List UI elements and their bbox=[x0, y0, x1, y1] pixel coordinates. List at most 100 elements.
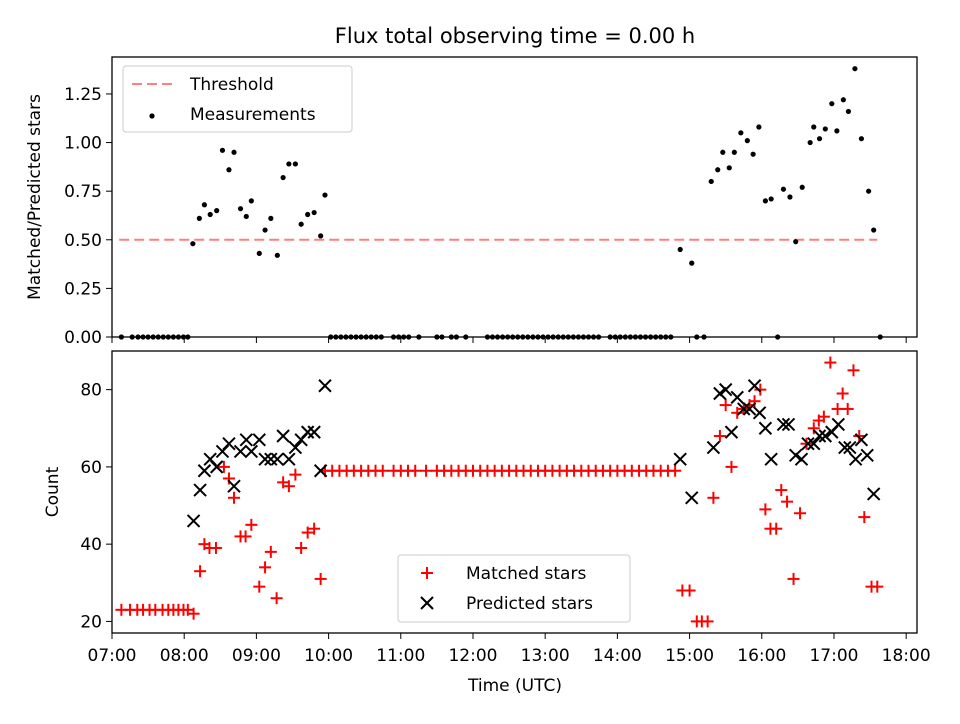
matched-star-marker bbox=[295, 542, 308, 555]
matched-star-marker bbox=[770, 522, 783, 535]
matched-star-marker bbox=[800, 437, 813, 450]
predicted-star-marker bbox=[270, 452, 285, 466]
predicted-star-marker bbox=[264, 452, 278, 466]
matched-star-marker bbox=[209, 542, 222, 555]
count-plot-frame bbox=[111, 350, 918, 634]
predicted-legend-swatch bbox=[420, 596, 434, 610]
matched-legend-label: Matched stars bbox=[466, 564, 586, 584]
measurement-point bbox=[871, 227, 877, 233]
ratio-x-axis bbox=[111, 337, 907, 343]
predicted-stars-points bbox=[186, 379, 881, 528]
measurement-point bbox=[207, 211, 213, 218]
predicted-star-marker bbox=[789, 448, 803, 463]
matched-star-marker bbox=[301, 526, 314, 539]
matched-star-marker bbox=[308, 522, 321, 535]
predicted-star-marker bbox=[758, 421, 773, 435]
threshold-legend-label: Threshold bbox=[189, 75, 274, 95]
count-x-tick-label: 10:00 bbox=[304, 646, 353, 666]
matched-star-marker bbox=[787, 572, 800, 585]
predicted-star-marker bbox=[209, 460, 224, 474]
predicted-star-marker bbox=[244, 444, 259, 459]
measurement-point bbox=[689, 260, 695, 266]
matched-star-marker bbox=[781, 495, 794, 508]
count-x-tick-label: 15:00 bbox=[665, 646, 714, 666]
measurement-point bbox=[829, 101, 835, 107]
measurement-point bbox=[318, 233, 324, 239]
measurement-point bbox=[858, 136, 865, 142]
measurement-point bbox=[822, 126, 828, 132]
ratio-y-tick-label: 0.25 bbox=[64, 279, 102, 299]
measurement-point bbox=[816, 136, 823, 142]
predicted-star-marker bbox=[685, 491, 699, 505]
measurement-point bbox=[226, 167, 232, 173]
matched-star-marker bbox=[228, 491, 241, 504]
measurements-legend-label: Measurements bbox=[190, 105, 316, 125]
predicted-star-marker bbox=[307, 425, 321, 439]
measurement-point bbox=[214, 208, 220, 214]
predicted-star-marker bbox=[233, 444, 248, 459]
measurement-point bbox=[852, 66, 858, 72]
predicted-star-marker bbox=[818, 429, 833, 443]
matched-star-marker bbox=[669, 464, 682, 477]
ratio-y-tick-label: 1.00 bbox=[64, 134, 102, 154]
predicted-star-marker bbox=[252, 433, 266, 447]
measurement-point bbox=[750, 151, 756, 157]
matched-star-marker bbox=[289, 468, 302, 481]
measurement-point bbox=[274, 252, 280, 258]
matched-star-marker bbox=[194, 565, 207, 578]
matched-star-marker bbox=[853, 429, 866, 442]
measurement-point bbox=[237, 206, 244, 212]
predicted-star-marker bbox=[747, 379, 762, 393]
count-x-tick-label: 09:00 bbox=[232, 646, 281, 666]
count-y-tick-label: 80 bbox=[80, 381, 102, 401]
matched-star-marker bbox=[817, 410, 830, 423]
count-x-axis: 07:00 08:00 09:00 10:00 11:00 12:00 13:00 14:00… bbox=[88, 633, 931, 666]
predicted-star-marker bbox=[860, 448, 874, 463]
predicted-star-marker bbox=[843, 440, 857, 455]
predicted-star-marker bbox=[258, 452, 272, 466]
count-x-tick-label: 16:00 bbox=[737, 646, 786, 666]
predicted-star-marker bbox=[276, 429, 290, 443]
matched-star-marker bbox=[725, 460, 738, 473]
measurement-point bbox=[720, 149, 726, 155]
measurement-point bbox=[744, 138, 750, 144]
measurement-point bbox=[256, 250, 262, 256]
matched-star-marker bbox=[376, 464, 389, 477]
count-x-tick-label: 17:00 bbox=[809, 646, 858, 666]
matched-star-marker bbox=[420, 464, 433, 477]
measurements-legend-swatch bbox=[149, 113, 155, 119]
measurement-point bbox=[262, 227, 268, 233]
predicted-star-marker bbox=[764, 452, 778, 466]
measurement-point bbox=[286, 161, 292, 167]
matched-star-marker bbox=[239, 530, 252, 543]
predicted-legend-label: Predicted stars bbox=[466, 594, 593, 614]
predicted-star-marker bbox=[730, 390, 744, 405]
count-x-tick-label: 08:00 bbox=[160, 646, 209, 666]
matched-star-marker bbox=[187, 607, 200, 620]
matched-star-marker bbox=[683, 584, 696, 597]
measurement-point bbox=[322, 192, 328, 198]
predicted-star-marker bbox=[781, 417, 796, 432]
measurement-point bbox=[243, 213, 249, 220]
predicted-star-marker bbox=[812, 429, 827, 443]
predicted-star-marker bbox=[288, 440, 303, 455]
count-x-tick-label: 11:00 bbox=[376, 646, 425, 666]
matched-legend-swatch bbox=[421, 567, 433, 579]
measurement-point bbox=[305, 211, 311, 218]
measurement-point bbox=[268, 215, 274, 221]
count-y-axis: 20 40 60 80 bbox=[80, 381, 112, 632]
matched-star-marker bbox=[871, 580, 884, 593]
predicted-star-marker bbox=[318, 379, 332, 393]
ratio-panel: Flux total observing time = 0.00 h Match… bbox=[25, 24, 918, 348]
chart-title: Flux total observing time = 0.00 h bbox=[335, 24, 695, 48]
matched-star-marker bbox=[794, 507, 807, 520]
measurement-point bbox=[780, 186, 787, 192]
measurement-point bbox=[196, 215, 202, 221]
matched-star-marker bbox=[701, 615, 714, 628]
predicted-star-marker bbox=[848, 452, 863, 466]
matched-star-marker bbox=[259, 561, 272, 574]
measurement-point bbox=[201, 202, 208, 208]
matched-star-marker bbox=[245, 518, 258, 531]
predicted-star-marker bbox=[239, 433, 253, 447]
